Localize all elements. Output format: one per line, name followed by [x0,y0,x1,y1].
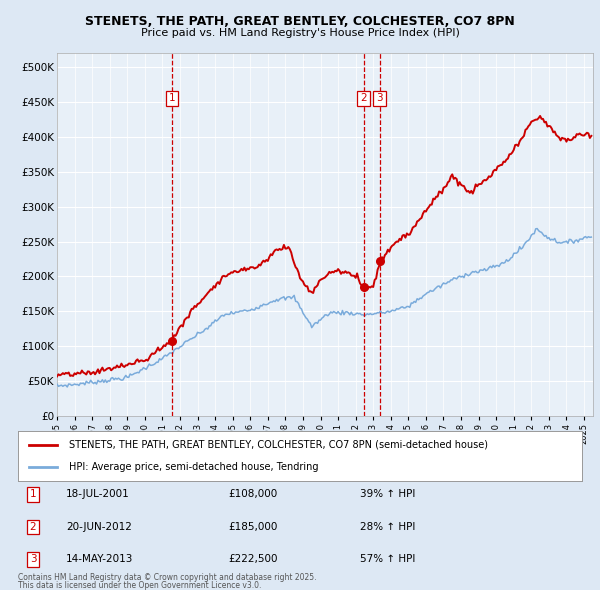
Text: 39% ↑ HPI: 39% ↑ HPI [360,490,415,499]
Text: 3: 3 [376,93,383,103]
Text: 1: 1 [29,490,37,499]
Text: HPI: Average price, semi-detached house, Tendring: HPI: Average price, semi-detached house,… [69,462,318,472]
Text: 3: 3 [29,555,37,564]
Text: 2: 2 [29,522,37,532]
Text: 2: 2 [361,93,367,103]
Text: STENETS, THE PATH, GREAT BENTLEY, COLCHESTER, CO7 8PN (semi-detached house): STENETS, THE PATH, GREAT BENTLEY, COLCHE… [69,440,488,450]
Text: £185,000: £185,000 [228,522,277,532]
Text: 14-MAY-2013: 14-MAY-2013 [66,555,133,564]
Text: 20-JUN-2012: 20-JUN-2012 [66,522,132,532]
Text: 28% ↑ HPI: 28% ↑ HPI [360,522,415,532]
Text: This data is licensed under the Open Government Licence v3.0.: This data is licensed under the Open Gov… [18,581,262,590]
Text: 18-JUL-2001: 18-JUL-2001 [66,490,130,499]
Text: Price paid vs. HM Land Registry's House Price Index (HPI): Price paid vs. HM Land Registry's House … [140,28,460,38]
Text: 1: 1 [169,93,175,103]
Text: Contains HM Land Registry data © Crown copyright and database right 2025.: Contains HM Land Registry data © Crown c… [18,572,317,582]
Text: STENETS, THE PATH, GREAT BENTLEY, COLCHESTER, CO7 8PN: STENETS, THE PATH, GREAT BENTLEY, COLCHE… [85,15,515,28]
Text: £108,000: £108,000 [228,490,277,499]
Text: £222,500: £222,500 [228,555,277,564]
Text: 57% ↑ HPI: 57% ↑ HPI [360,555,415,564]
